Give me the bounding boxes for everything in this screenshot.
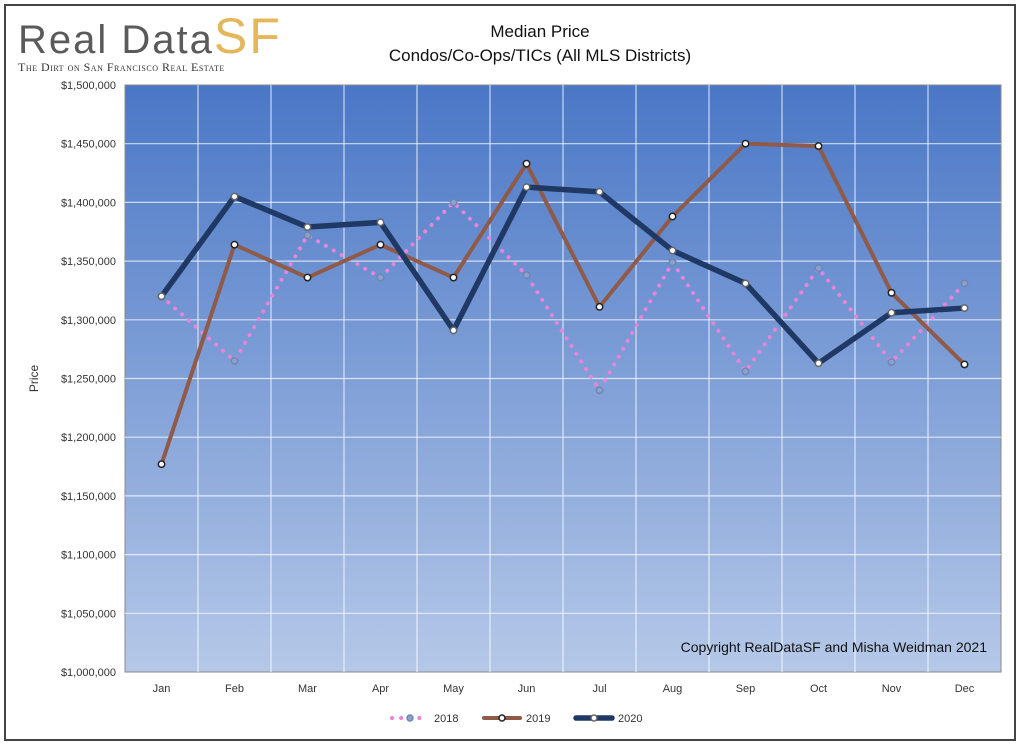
data-point-2018	[376, 273, 385, 282]
y-tick-label: $1,050,000	[61, 608, 116, 620]
chart-subtitle: Condos/Co-Ops/TICs (All MLS Districts)	[388, 46, 692, 65]
y-tick-label: $1,350,000	[61, 256, 116, 268]
data-point-2019	[814, 142, 823, 150]
legend-item-2019: 2019	[482, 713, 550, 725]
legend-item-2020: 2020	[573, 713, 642, 725]
data-point-2018	[230, 356, 239, 365]
chart-title-block: Median Price Condos/Co-Ops/TICs (All MLS…	[300, 20, 780, 68]
data-point-2020	[449, 326, 458, 335]
legend-item-2018: 2018	[390, 713, 458, 725]
data-point-2020	[303, 223, 312, 232]
y-tick-label: $1,000,000	[61, 667, 116, 679]
data-point-2019	[230, 240, 239, 249]
data-point-2018	[814, 264, 823, 273]
logo-tagline: The Dirt on San Francisco Real Estate	[18, 60, 225, 74]
series-layer	[157, 139, 969, 469]
legend-label-2020: 2020	[618, 713, 642, 725]
data-point-2019	[887, 288, 896, 297]
x-tick-label: Dec	[955, 683, 975, 695]
x-tick-label: Apr	[372, 683, 389, 695]
legend-marker-2018	[406, 714, 414, 722]
data-point-2020	[522, 183, 531, 192]
y-tick-label: $1,500,000	[61, 80, 116, 92]
y-axis-label: Price	[27, 365, 41, 393]
legend-label-2018: 2018	[434, 713, 458, 725]
series-line-2019	[159, 141, 967, 467]
y-tick-label: $1,250,000	[61, 374, 116, 386]
chart-title: Median Price	[490, 22, 590, 41]
data-point-2018	[960, 279, 969, 288]
data-point-2020	[960, 304, 969, 313]
data-point-2020	[376, 218, 385, 227]
x-tick-label: Jul	[592, 683, 606, 695]
data-point-2020	[887, 308, 896, 317]
x-tick-label: Nov	[882, 683, 902, 695]
data-point-2020	[741, 279, 750, 288]
x-tick-label: Oct	[810, 683, 827, 695]
series-2020	[157, 183, 969, 368]
legend-marker-2019	[498, 714, 506, 722]
data-point-2018	[668, 258, 677, 267]
data-point-2019	[376, 240, 385, 249]
data-point-2018	[741, 367, 750, 376]
x-tick-label: Mar	[298, 683, 317, 695]
legend-label-2019: 2019	[526, 713, 550, 725]
x-axis-ticks: Jan Feb Mar Apr May Jun Jul Aug Sep Oct Nov Dec	[153, 683, 975, 695]
logo-wordmark: Real DataSF	[18, 11, 282, 62]
data-point-2020	[595, 187, 604, 196]
x-tick-label: Jan	[153, 683, 171, 695]
x-tick-label: Feb	[225, 683, 244, 695]
legend-marker-2020	[590, 714, 598, 722]
y-tick-label: $1,100,000	[61, 550, 116, 562]
data-point-2019	[522, 159, 531, 168]
x-tick-label: May	[443, 683, 464, 695]
realdatasf-logo: Real DataSF The Dirt on San Francisco Re…	[18, 11, 282, 75]
data-point-2018	[522, 271, 531, 280]
data-point-2020	[814, 359, 823, 368]
y-tick-label: $1,450,000	[61, 139, 116, 151]
data-point-2019	[595, 302, 604, 311]
data-point-2018	[303, 231, 312, 240]
logo-text-main: Real Data	[18, 18, 214, 62]
y-tick-label: $1,150,000	[61, 491, 116, 503]
data-point-2018	[595, 386, 604, 395]
x-tick-label: Sep	[736, 683, 756, 695]
series-line-2018	[159, 200, 967, 393]
data-point-2020	[157, 292, 166, 301]
y-tick-label: $1,200,000	[61, 432, 116, 444]
data-point-2019	[668, 212, 677, 221]
logo-text-accent: SF	[213, 8, 282, 64]
data-point-2019	[960, 360, 969, 369]
data-point-2020	[230, 192, 239, 201]
series-line-2020	[158, 184, 968, 366]
y-axis-ticks: $1,000,000 $1,050,000 $1,100,000 $1,150,000…	[61, 80, 116, 679]
x-tick-label: Aug	[663, 683, 683, 695]
data-point-2019	[741, 139, 750, 148]
gridlines	[125, 85, 1001, 672]
y-tick-label: $1,300,000	[61, 315, 116, 327]
data-point-2019	[303, 273, 312, 282]
x-tick-label: Jun	[518, 683, 536, 695]
legend: 2018 2019 2020	[390, 713, 642, 725]
data-point-2019	[157, 460, 166, 469]
series-2019	[157, 139, 969, 469]
data-point-2020	[668, 246, 677, 255]
data-point-2018	[449, 198, 458, 207]
y-tick-label: $1,400,000	[61, 197, 116, 209]
data-point-2018	[887, 358, 896, 367]
copyright-text: Copyright RealDataSF and Misha Weidman 2…	[681, 639, 988, 655]
data-point-2019	[449, 273, 458, 282]
